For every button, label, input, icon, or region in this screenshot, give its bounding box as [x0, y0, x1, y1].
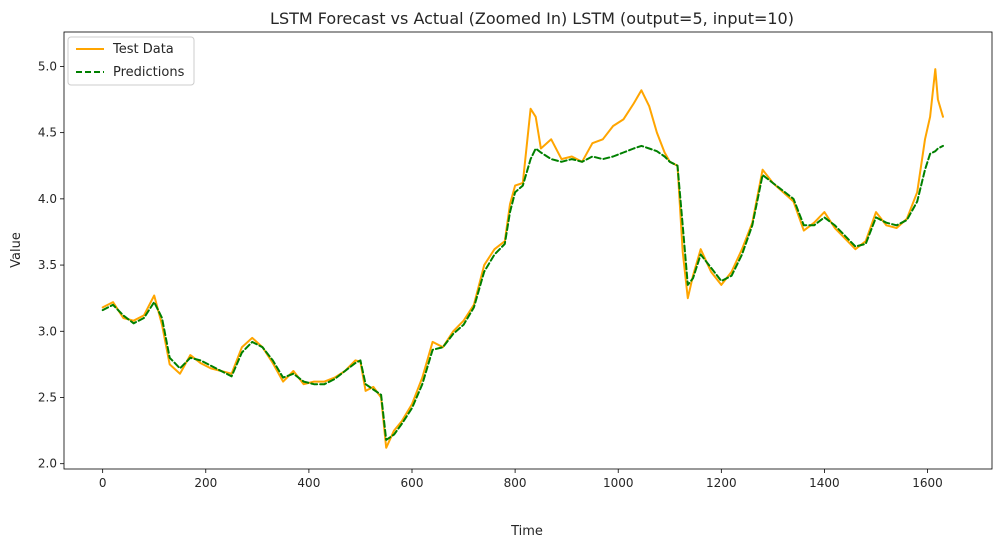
x-tick-label: 400	[297, 476, 320, 490]
x-tick-label: 1200	[706, 476, 737, 490]
y-tick-label: 4.5	[38, 126, 57, 140]
series-layer	[101, 68, 944, 449]
x-tick-label: 1400	[809, 476, 840, 490]
x-tick-label: 200	[194, 476, 217, 490]
x-tick-label: 600	[401, 476, 424, 490]
x-tick-label: 1600	[912, 476, 943, 490]
y-tick-label: 2.0	[38, 457, 57, 471]
legend-label-test-data: Test Data	[112, 42, 174, 57]
y-tick-label: 3.5	[38, 258, 57, 272]
plot-area	[64, 32, 992, 469]
x-tick-label: 800	[504, 476, 527, 490]
legend-label-predictions: Predictions	[113, 65, 185, 80]
y-tick-label: 5.0	[38, 59, 57, 73]
x-tick-label: 1000	[603, 476, 634, 490]
x-axis: 0 200 400 600 800 1000 1200 1400 1600	[99, 469, 943, 490]
y-axis: 2.0 2.5 3.0 3.5 4.0 4.5 5.0	[38, 59, 64, 471]
y-tick-label: 4.0	[38, 192, 57, 206]
series-line-predictions	[101, 144, 944, 441]
y-axis-title: Value	[9, 232, 24, 268]
x-tick-label: 0	[99, 476, 107, 490]
plot-frame	[63, 31, 993, 470]
chart-title: LSTM Forecast vs Actual (Zoomed In) LSTM…	[270, 9, 794, 28]
x-axis-title: Time	[510, 524, 543, 539]
y-tick-label: 2.5	[38, 390, 57, 404]
y-tick-label: 3.0	[38, 324, 57, 338]
legend: Test Data Predictions	[67, 36, 195, 86]
series-line-test-data	[101, 68, 944, 449]
